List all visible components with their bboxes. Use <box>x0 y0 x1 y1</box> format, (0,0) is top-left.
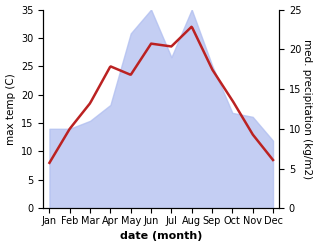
Y-axis label: med. precipitation (kg/m2): med. precipitation (kg/m2) <box>302 39 313 179</box>
X-axis label: date (month): date (month) <box>120 231 203 242</box>
Y-axis label: max temp (C): max temp (C) <box>5 73 16 145</box>
